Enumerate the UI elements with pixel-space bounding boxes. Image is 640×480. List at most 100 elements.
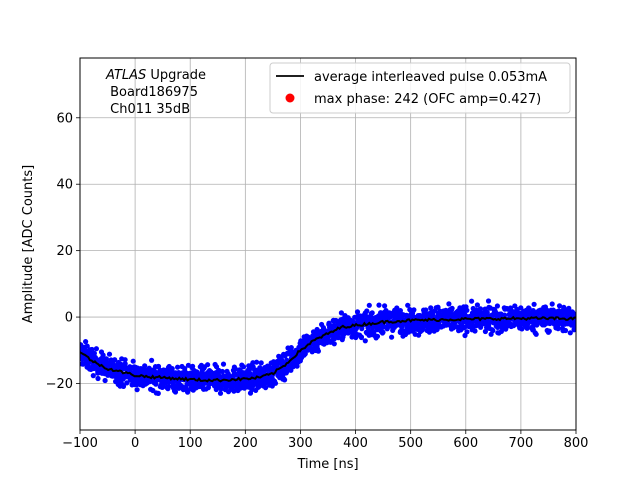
average-pulse-line [80, 315, 576, 383]
sample-point [91, 350, 97, 356]
x-tick-label: 100 [178, 436, 203, 451]
sample-point [411, 307, 417, 313]
sample-point [449, 305, 455, 311]
annotation-board: Board186975 [106, 85, 198, 100]
sample-point [190, 363, 196, 369]
sample-point [166, 384, 172, 390]
sample-point [477, 306, 484, 312]
sample-point [524, 325, 530, 331]
sample-point [220, 361, 227, 367]
sample-point [106, 351, 113, 357]
sample-point [112, 357, 118, 363]
sample-point [530, 308, 536, 314]
sample-point [95, 375, 101, 382]
sample-point [531, 301, 537, 307]
sample-point [149, 357, 155, 363]
sample-point [397, 308, 403, 314]
y-tick-label: 60 [56, 111, 73, 126]
sample-point [124, 380, 130, 386]
average-line [80, 315, 576, 383]
sample-point [84, 343, 90, 349]
sample-point [562, 327, 569, 334]
sample-point [394, 305, 400, 311]
sample-point [573, 325, 576, 331]
sample-point [172, 389, 179, 395]
sample-point [282, 377, 288, 383]
x-tick-label: 0 [131, 436, 139, 451]
legend-marker-swatch [285, 93, 295, 103]
sample-point [241, 385, 248, 391]
sample-point [219, 368, 225, 375]
legend-box [269, 62, 571, 114]
annotation-upgrade: Upgrade [146, 68, 206, 83]
sample-point [546, 328, 552, 334]
sample-point [519, 326, 525, 332]
sample-point [130, 358, 136, 364]
sample-point [382, 303, 388, 309]
sample-point [495, 324, 501, 330]
annotation-atlas: ATLAS [105, 68, 146, 83]
sample-point [335, 335, 341, 341]
x-tick-label: 200 [233, 436, 258, 451]
plot-frame [79, 57, 577, 431]
y-tick-label: 0 [65, 311, 73, 326]
sample-point [376, 302, 382, 308]
sample-point [122, 361, 128, 367]
sample-point [120, 383, 127, 389]
sample-point [90, 373, 96, 379]
sample-point [435, 304, 441, 310]
sample-point [573, 320, 576, 326]
sample-point [380, 329, 386, 335]
sample-point [374, 333, 381, 339]
sample-point [338, 310, 344, 316]
sample-point [389, 334, 395, 340]
sample-point [175, 364, 181, 370]
sample-point [93, 346, 99, 352]
sample-point [437, 308, 443, 314]
x-tick-label: 700 [508, 436, 533, 451]
scatter-points [80, 298, 576, 396]
sample-point [494, 303, 500, 309]
x-tick-label: 600 [453, 436, 478, 451]
sample-point [294, 363, 300, 369]
y-tick-label: 40 [56, 178, 73, 193]
sample-point [258, 360, 264, 366]
sample-point [549, 301, 555, 307]
sample-point [464, 329, 470, 335]
sample-point [474, 302, 480, 308]
sample-point [315, 348, 321, 354]
sample-point [272, 380, 279, 386]
sample-point [566, 305, 572, 311]
annotation-channel: Ch011 35dB [106, 102, 190, 117]
sample-point [423, 307, 429, 313]
sample-point [469, 298, 475, 304]
sample-point [231, 388, 237, 394]
x-axis-label: Time [ns] [296, 457, 358, 472]
sample-point [472, 328, 478, 334]
sample-point [490, 328, 496, 334]
sample-point [485, 298, 492, 304]
sample-point [205, 362, 211, 368]
sample-point [89, 346, 95, 353]
sample-point [555, 326, 561, 332]
sample-point [232, 366, 238, 372]
sample-point [263, 385, 269, 391]
sample-point [502, 312, 508, 318]
sample-point [153, 381, 159, 387]
y-axis: −20 0 20 40 60 [46, 111, 80, 392]
sample-point [518, 305, 524, 311]
sample-point [464, 307, 470, 313]
x-tick-label: 500 [398, 436, 423, 451]
sample-point [482, 328, 488, 335]
sample-point [122, 357, 128, 363]
sample-point [358, 334, 364, 340]
sample-point [405, 302, 411, 308]
sample-point [217, 390, 224, 396]
sample-point [134, 387, 140, 393]
sample-point [359, 326, 365, 332]
y-tick-label: −20 [46, 377, 73, 392]
x-tick-label: 800 [564, 436, 589, 451]
x-tick-label: 400 [343, 436, 368, 451]
sample-point [155, 390, 161, 396]
